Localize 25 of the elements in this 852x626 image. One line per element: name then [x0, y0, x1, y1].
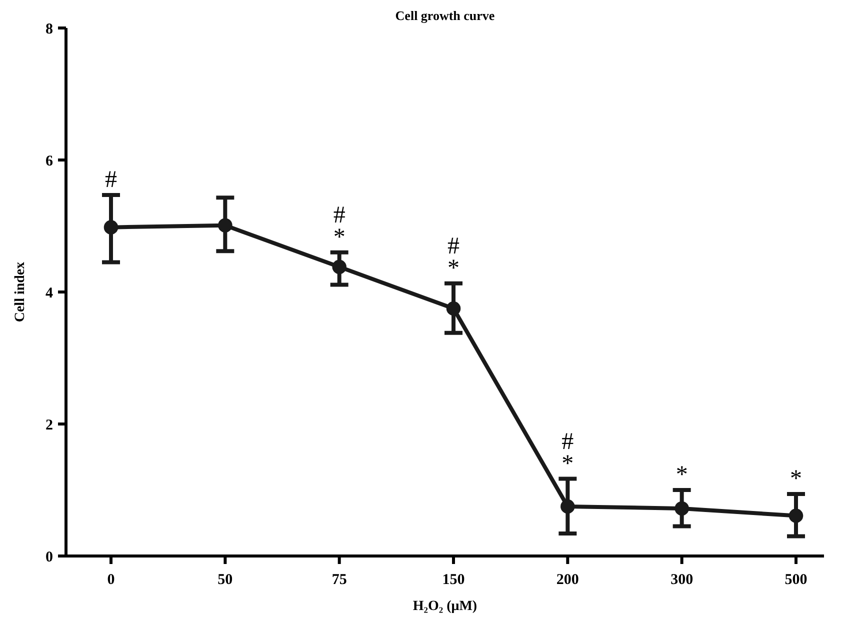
point: [104, 220, 118, 234]
x-tick-label: 50: [218, 572, 233, 588]
point: [674, 501, 689, 516]
y-tick-label: 4: [46, 285, 54, 302]
point: [446, 301, 461, 316]
y-tick-label: 2: [46, 417, 53, 434]
x-tick-label: 200: [556, 572, 579, 588]
point: [332, 260, 346, 274]
annotation: *: [790, 466, 802, 492]
annotation: *: [676, 462, 688, 488]
point: [560, 499, 575, 514]
x-tick-label: 500: [784, 572, 808, 588]
point: [218, 218, 232, 232]
point: [788, 508, 804, 523]
y-tick-label: 6: [46, 153, 54, 170]
annotation: #: [105, 166, 117, 193]
y-tick-label: 0: [46, 549, 53, 566]
chart-title: Cell growth curve: [395, 8, 495, 23]
y-tick-label: 8: [46, 21, 53, 38]
x-tick-label: 75: [332, 572, 347, 588]
y-axis-title: Cell index: [13, 262, 28, 322]
x-tick-label: 300: [670, 572, 694, 588]
x-tick-label: 0: [107, 572, 115, 588]
x-axis-title: H₂O₂ (μM): [412, 599, 478, 614]
x-tick-label: 150: [442, 572, 465, 588]
